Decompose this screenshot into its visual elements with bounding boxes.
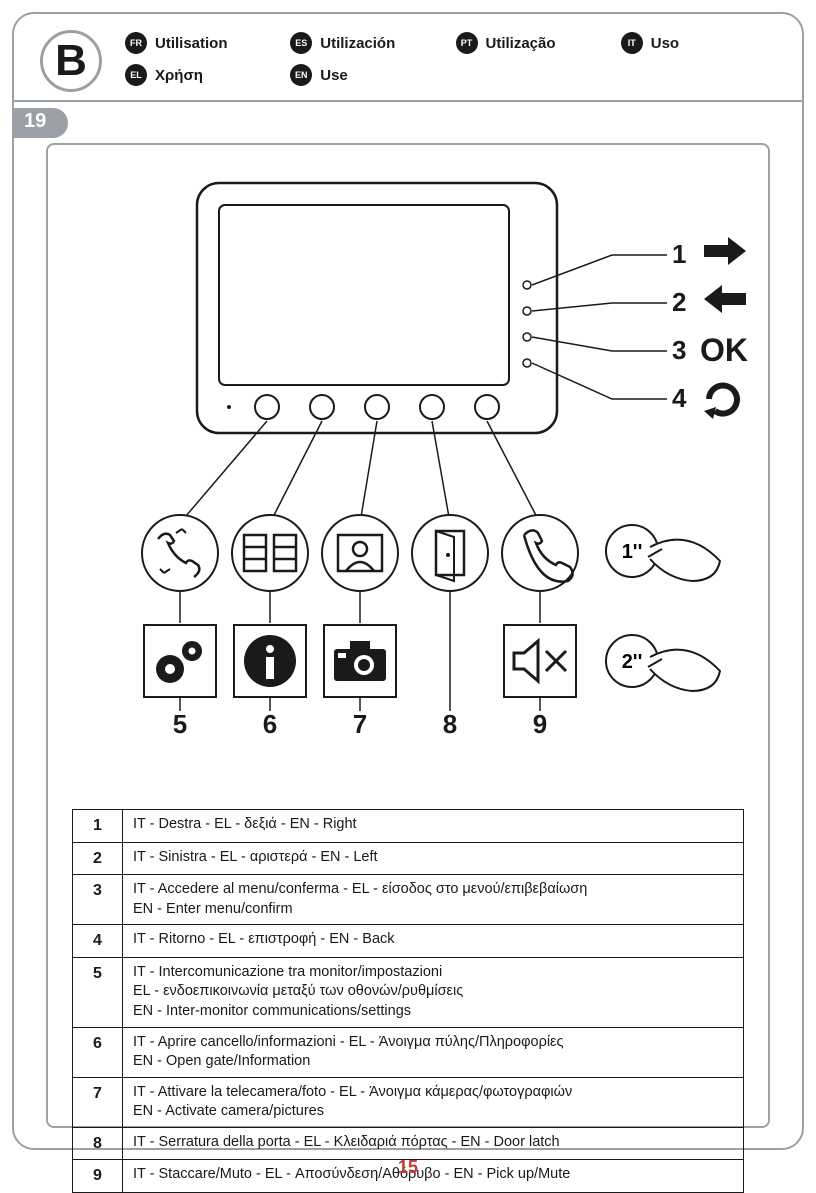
page-number: 15 (0, 1157, 816, 1178)
legend-text: IT - Intercomunicazione tra monitor/impo… (123, 957, 744, 1027)
lang-en: EN Use (290, 64, 455, 86)
legend-num: 3 (73, 875, 123, 925)
legend-num: 2 (73, 842, 123, 875)
table-row: 7IT - Attivare la telecamera/foto - EL -… (73, 1077, 744, 1127)
lang-badge: PT (456, 32, 478, 54)
table-row: 6IT - Aprire cancello/informazioni - EL … (73, 1027, 744, 1077)
legend-text: IT - Serratura della porta - EL - Κλειδα… (123, 1127, 744, 1160)
lang-badge: FR (125, 32, 147, 54)
bottom-label-8: 8 (443, 709, 457, 739)
legend-text: IT - Aprire cancello/informazioni - EL -… (123, 1027, 744, 1077)
lang-es: ES Utilización (290, 32, 455, 54)
legend-num: 1 (73, 810, 123, 843)
press-2s: 2'' (622, 651, 643, 673)
step-number-tab: 19 (12, 108, 68, 138)
lang-label: Χρήση (155, 67, 203, 84)
bottom-label-7: 7 (353, 709, 367, 739)
lang-it: IT Uso (621, 32, 786, 54)
table-row: 2IT - Sinistra - EL - αριστερά - EN - Le… (73, 842, 744, 875)
table-row: 1IT - Destra - EL - δεξιά - EN - Right (73, 810, 744, 843)
lang-badge: EN (290, 64, 312, 86)
legend-num: 8 (73, 1127, 123, 1160)
lang-badge: ES (290, 32, 312, 54)
legend-text: IT - Attivare la telecamera/foto - EL - … (123, 1077, 744, 1127)
lang-label: Utilização (486, 35, 556, 52)
step-panel: 1 2 3 4 OK (46, 143, 770, 1128)
legend-num: 5 (73, 957, 123, 1027)
side-label-4: 4 (672, 383, 687, 413)
legend-table: 1IT - Destra - EL - δεξιά - EN - Right 2… (72, 809, 744, 1193)
lang-label: Use (320, 67, 348, 84)
press-1s: 1'' (622, 541, 643, 563)
legend-num: 4 (73, 925, 123, 958)
table-row: 3IT - Accedere al menu/conferma - EL - ε… (73, 875, 744, 925)
lang-fr: FR Utilisation (125, 32, 290, 54)
language-list: FR Utilisation ES Utilización PT Utilização… (125, 32, 786, 86)
legend-num: 6 (73, 1027, 123, 1077)
bottom-label-6: 6 (263, 709, 277, 739)
table-row: 8IT - Serratura della porta - EL - Κλειδ… (73, 1127, 744, 1160)
lang-badge: EL (125, 64, 147, 86)
diagram-svg: 1 2 3 4 OK (72, 163, 752, 803)
bottom-label-9: 9 (533, 709, 547, 739)
side-label-3: 3 (672, 335, 686, 365)
legend-text: IT - Sinistra - EL - αριστερά - EN - Lef… (123, 842, 744, 875)
legend-text: IT - Accedere al menu/conferma - EL - εί… (123, 875, 744, 925)
lang-badge: IT (621, 32, 643, 54)
table-row: 5IT - Intercomunicazione tra monitor/imp… (73, 957, 744, 1027)
device-diagram: 1 2 3 4 OK (72, 163, 744, 803)
legend-text: IT - Ritorno - EL - επιστροφή - EN - Bac… (123, 925, 744, 958)
bottom-label-5: 5 (173, 709, 187, 739)
lang-label: Uso (651, 35, 679, 52)
side-label-1: 1 (672, 239, 686, 269)
table-row: 4IT - Ritorno - EL - επιστροφή - EN - Ba… (73, 925, 744, 958)
lang-label: Utilisation (155, 35, 228, 52)
lang-label: Utilización (320, 35, 395, 52)
side-label-2: 2 (672, 287, 686, 317)
ok-label: OK (700, 332, 748, 368)
section-letter: B (40, 30, 102, 92)
legend-num: 7 (73, 1077, 123, 1127)
lang-pt: PT Utilização (456, 32, 621, 54)
legend-text: IT - Destra - EL - δεξιά - EN - Right (123, 810, 744, 843)
legend-body: 1IT - Destra - EL - δεξιά - EN - Right 2… (73, 810, 744, 1193)
lang-el: EL Χρήση (125, 64, 290, 86)
